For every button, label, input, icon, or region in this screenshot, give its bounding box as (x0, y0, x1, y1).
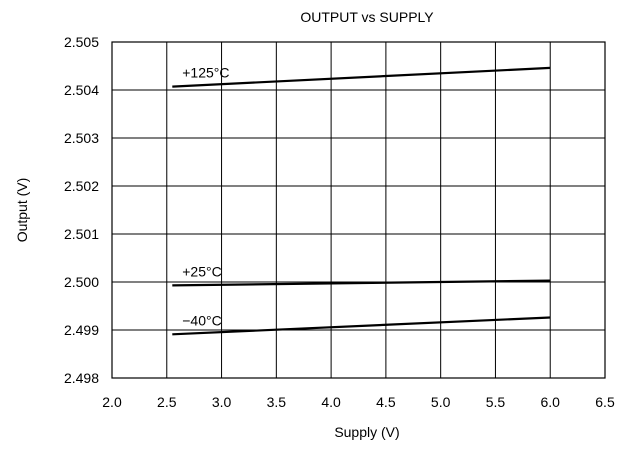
chart-title: OUTPUT vs SUPPLY (300, 9, 434, 25)
y-tick-label: 2.504 (64, 82, 99, 98)
y-tick-label: 2.499 (64, 322, 99, 338)
x-tick-label: 6.0 (540, 394, 560, 410)
x-tick-label: 4.5 (376, 394, 396, 410)
plot-area-frame (111, 41, 606, 379)
series-line (172, 279, 551, 287)
y-tick-label: 2.498 (64, 370, 99, 386)
y-tick-label: 2.501 (64, 226, 99, 242)
y-axis-ticks: 2.498 2.499 2.500 2.501 2.502 2.503 2.504 2.505 (64, 34, 99, 386)
x-tick-label: 2.5 (157, 394, 177, 410)
series-label: +125°C (182, 65, 229, 81)
x-tick-label: 3.5 (267, 394, 287, 410)
x-tick-label: 5.0 (431, 394, 451, 410)
series-lines (172, 66, 551, 336)
x-tick-label: 2.0 (102, 394, 122, 410)
x-tick-label: 5.5 (486, 394, 506, 410)
x-tick-label: 6.5 (595, 394, 615, 410)
series-line (172, 316, 551, 336)
series-label: −40°C (182, 312, 221, 328)
series-labels: +125°C +25°C −40°C (182, 65, 229, 329)
x-axis-label: Supply (V) (334, 424, 399, 440)
x-tick-label: 3.0 (212, 394, 232, 410)
y-tick-label: 2.503 (64, 130, 99, 146)
series-line (172, 66, 551, 88)
y-tick-label: 2.500 (64, 274, 99, 290)
y-tick-label: 2.502 (64, 178, 99, 194)
series-label: +25°C (182, 263, 221, 279)
y-tick-label: 2.505 (64, 34, 99, 50)
x-axis-ticks: 2.0 2.5 3.0 3.5 4.0 4.5 5.0 5.5 6.0 6.5 (102, 394, 615, 410)
grid-lines (112, 42, 605, 378)
x-tick-label: 4.0 (321, 394, 341, 410)
y-axis-label: Output (V) (14, 178, 30, 243)
